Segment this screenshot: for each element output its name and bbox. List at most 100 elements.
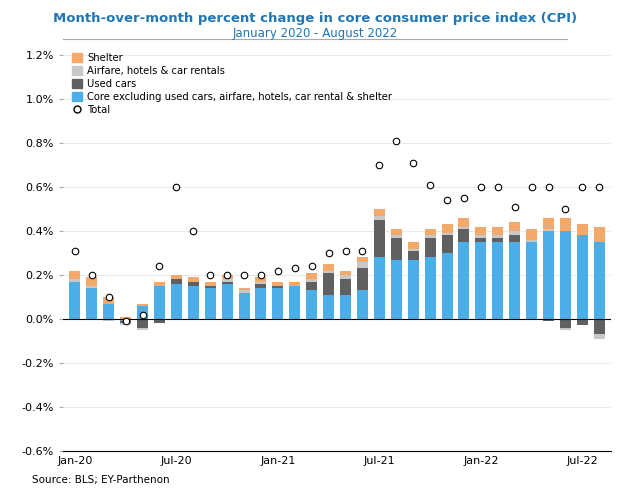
Point	[70, 247, 80, 255]
Bar	[120, 323, 131, 325]
Legend: Shelter, Airfare, hotels & car rentals, Used cars, Core excluding used cars, air: Shelter, Airfare, hotels & car rentals, …	[68, 49, 396, 119]
Bar	[154, 282, 165, 286]
Bar	[69, 279, 81, 282]
Bar	[374, 216, 385, 220]
Bar	[593, 242, 605, 319]
Bar	[459, 226, 469, 229]
Bar	[239, 290, 249, 293]
Bar	[560, 231, 571, 319]
Bar	[459, 242, 469, 319]
Text: January 2020 - August 2022: January 2020 - August 2022	[232, 27, 398, 40]
Bar	[391, 229, 402, 235]
Bar	[509, 235, 520, 242]
Bar	[86, 277, 97, 286]
Bar	[509, 231, 520, 235]
Bar	[408, 248, 419, 251]
Bar	[374, 257, 385, 319]
Bar	[205, 286, 215, 288]
Bar	[408, 260, 419, 319]
Bar	[425, 235, 435, 238]
Bar	[593, 226, 605, 242]
Point	[476, 183, 486, 191]
Bar	[459, 229, 469, 242]
Bar	[543, 319, 554, 321]
Bar	[86, 288, 97, 319]
Point	[103, 293, 114, 301]
Point	[374, 161, 384, 169]
Bar	[272, 286, 284, 288]
Bar	[442, 233, 452, 235]
Bar	[425, 238, 435, 257]
Bar	[476, 235, 486, 238]
Bar	[120, 317, 131, 319]
Point	[87, 271, 97, 279]
Bar	[526, 240, 537, 242]
Point	[137, 311, 147, 319]
Bar	[103, 297, 114, 303]
Bar	[154, 286, 165, 319]
Bar	[442, 253, 452, 319]
Bar	[69, 282, 81, 319]
Bar	[272, 282, 284, 286]
Point	[527, 183, 537, 191]
Text: Month-over-month percent change in core consumer price index (CPI): Month-over-month percent change in core …	[53, 12, 577, 25]
Bar	[120, 319, 131, 321]
Bar	[577, 319, 588, 325]
Bar	[222, 282, 232, 284]
Point	[577, 183, 587, 191]
Point	[594, 183, 604, 191]
Point	[239, 271, 249, 279]
Bar	[560, 319, 571, 328]
Bar	[492, 235, 503, 238]
Bar	[171, 279, 182, 284]
Point	[459, 194, 469, 202]
Bar	[492, 226, 503, 235]
Bar	[425, 257, 435, 319]
Bar	[340, 275, 351, 279]
Point	[120, 317, 130, 325]
Bar	[509, 222, 520, 231]
Bar	[340, 270, 351, 275]
Point	[290, 265, 300, 272]
Point	[357, 247, 367, 255]
Bar	[476, 238, 486, 242]
Bar	[255, 282, 266, 284]
Bar	[239, 288, 249, 290]
Bar	[171, 284, 182, 319]
Bar	[137, 306, 148, 319]
Point	[561, 205, 571, 213]
Point	[391, 137, 401, 145]
Bar	[205, 282, 215, 286]
Bar	[255, 288, 266, 319]
Bar	[526, 229, 537, 240]
Bar	[543, 218, 554, 229]
Bar	[543, 229, 554, 231]
Bar	[391, 260, 402, 319]
Bar	[560, 218, 571, 231]
Text: Source: BLS; EY-Parthenon: Source: BLS; EY-Parthenon	[32, 475, 169, 485]
Bar	[137, 328, 148, 330]
Bar	[408, 251, 419, 260]
Point	[256, 271, 266, 279]
Bar	[188, 282, 198, 286]
Bar	[323, 273, 334, 294]
Bar	[255, 277, 266, 282]
Bar	[391, 238, 402, 260]
Bar	[408, 242, 419, 248]
Bar	[222, 279, 232, 282]
Bar	[289, 286, 301, 319]
Bar	[425, 229, 435, 235]
Point	[510, 203, 520, 211]
Bar	[306, 273, 317, 279]
Bar	[137, 303, 148, 306]
Bar	[442, 235, 452, 253]
Bar	[374, 209, 385, 216]
Point	[205, 271, 215, 279]
Point	[188, 227, 198, 235]
Bar	[222, 275, 232, 279]
Bar	[69, 270, 81, 279]
Bar	[476, 226, 486, 235]
Bar	[543, 231, 554, 319]
Point	[307, 262, 317, 270]
Bar	[374, 220, 385, 257]
